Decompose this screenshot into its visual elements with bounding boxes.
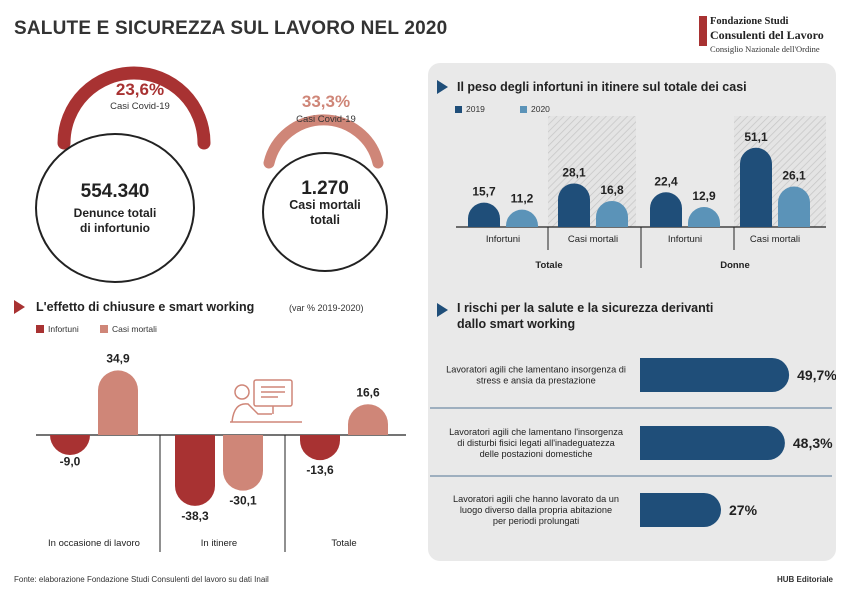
bar-value-label: 34,9 [106, 351, 130, 365]
group-label: Totale [535, 260, 562, 271]
bar-value-label: 28,1 [562, 165, 586, 179]
risk-description-line: luogo diverso dalla propria abitazione [460, 505, 612, 515]
circle-denunce [35, 133, 195, 283]
category-label: In itinere [201, 538, 237, 549]
logo-line-3: Consiglio Nazionale dell'Ordine [710, 44, 820, 54]
logo: Fondazione Studi Consulenti del Lavoro C… [696, 14, 836, 56]
bar-mortali [348, 404, 388, 435]
denunce-desc-1: Denunce totali [73, 206, 157, 220]
mortali-desc-2: totali [310, 213, 340, 227]
logo-line-1: Fondazione Studi [710, 16, 789, 27]
mortali-number: 1.270 [301, 178, 349, 199]
bar-value-label: 11,2 [511, 192, 534, 206]
bar-mortali [223, 435, 263, 491]
category-label: Totale [331, 538, 356, 549]
covid-label-denunce: Casi Covid-19 [110, 101, 170, 112]
chart-rischi: 49,7% Lavoratori agili che lamentano inso… [430, 358, 836, 527]
bar-2019 [740, 147, 772, 227]
worker-illustration [230, 379, 302, 423]
bar-value-label: 51,1 [744, 130, 768, 144]
legend-mortali-label: Casi mortali [112, 324, 157, 334]
risk-value-label: 27% [729, 502, 758, 518]
denunce-number: 554.340 [80, 181, 150, 202]
risk-description-line: Lavoratori agili che hanno lavorato da u… [453, 494, 619, 504]
bar-value-label: -38,3 [181, 509, 209, 523]
risk-description-line: di disturbi fisici legati all'inadeguate… [457, 438, 615, 448]
bar-value-label: 16,8 [600, 183, 624, 197]
covid-arcs [57, 66, 384, 169]
bar-2019 [558, 183, 590, 227]
bar-value-label: -30,1 [229, 494, 257, 508]
bar-2019 [650, 192, 682, 227]
legend-infortuni-label: Infortuni [48, 324, 79, 334]
logo-mark [699, 16, 707, 46]
legend-2019-swatch [455, 106, 462, 113]
bar-2020 [688, 207, 720, 227]
risk-bar [640, 493, 721, 527]
bar-2020 [506, 209, 538, 227]
section-marker-rischi [437, 303, 448, 317]
legend-mortali-swatch [100, 325, 108, 333]
section-marker-peso [437, 80, 448, 94]
group-label: Donne [720, 260, 750, 271]
chart-peso-title: Il peso degli infortuni in itinere sul t… [457, 80, 747, 94]
chart-peso: 15,7 11,2 Infortuni 28,1 16,8 Casi mortali 22,… [456, 116, 826, 271]
covid-label-mortali: Casi Covid-19 [296, 114, 356, 125]
bar-infortuni [50, 435, 90, 455]
covid-arc-mortali [263, 114, 384, 169]
chart-rischi-title-1: I rischi per la salute e la sicurezza de… [457, 301, 714, 315]
risk-value-label: 49,7% [797, 367, 836, 383]
bar-value-label: -9,0 [60, 455, 81, 469]
legend-2020-label: 2020 [531, 104, 550, 114]
section-marker-chiusure [14, 300, 25, 314]
chart-chiusure-subtitle: (var % 2019-2020) [289, 303, 364, 313]
covid-pct-denunce: 23,6% [115, 80, 165, 99]
bar-mortali [98, 370, 138, 435]
bar-2020 [596, 200, 628, 227]
footer-source: Fonte: elaborazione Fondazione Studi Con… [14, 575, 269, 584]
chart-chiusure-title: L'effetto di chiusure e smart working [36, 300, 255, 314]
bar-2020 [778, 186, 810, 227]
legend-2019-label: 2019 [466, 104, 485, 114]
circle-mortali [262, 152, 388, 272]
covid-pct-mortali: 33,3% [301, 92, 351, 111]
risk-description-line: Lavoratori agili che lamentano l'insorge… [449, 427, 624, 437]
category-label: Casi mortali [750, 234, 800, 245]
category-label: In occasione di lavoro [48, 538, 140, 549]
legend-infortuni-swatch [36, 325, 44, 333]
chart-rischi-title-2: dallo smart working [457, 317, 576, 331]
chart-chiusure: -9,0 34,9 In occasione di lavoro -38,3 -30,1… [36, 351, 406, 552]
covid-arc-denunce [57, 66, 211, 150]
bar-infortuni [175, 435, 215, 506]
bar-value-label: 16,6 [356, 385, 380, 399]
risk-description-line: delle postazioni domestiche [480, 449, 593, 459]
risk-value-label: 48,3% [793, 435, 833, 451]
legend-2020-swatch [520, 106, 527, 113]
denunce-desc-2: di infortunio [80, 221, 150, 235]
category-label: Infortuni [668, 234, 702, 245]
risk-description-line: Lavoratori agili che lamentano insorgenz… [446, 365, 626, 375]
risk-description-line: per periodi prolungati [493, 516, 579, 526]
mortali-desc-1: Casi mortali [289, 198, 361, 212]
bar-2019 [468, 202, 500, 227]
bar-value-label: -13,6 [306, 463, 334, 477]
bar-infortuni [300, 435, 340, 461]
bar-value-label: 12,9 [692, 189, 716, 203]
bar-value-label: 15,7 [472, 185, 496, 199]
risk-bar [640, 426, 785, 460]
risk-description-line: stress e ansia da prestazione [476, 376, 596, 386]
category-label: Infortuni [486, 234, 520, 245]
bar-value-label: 26,1 [782, 169, 806, 183]
risk-bar [640, 358, 790, 392]
page-title: SALUTE E SICUREZZA SUL LAVORO NEL 2020 [14, 18, 448, 39]
category-label: Casi mortali [568, 234, 618, 245]
bar-value-label: 22,4 [654, 174, 678, 188]
footer-credit: HUB Editoriale [777, 575, 834, 584]
logo-line-2: Consulenti del Lavoro [710, 28, 824, 42]
